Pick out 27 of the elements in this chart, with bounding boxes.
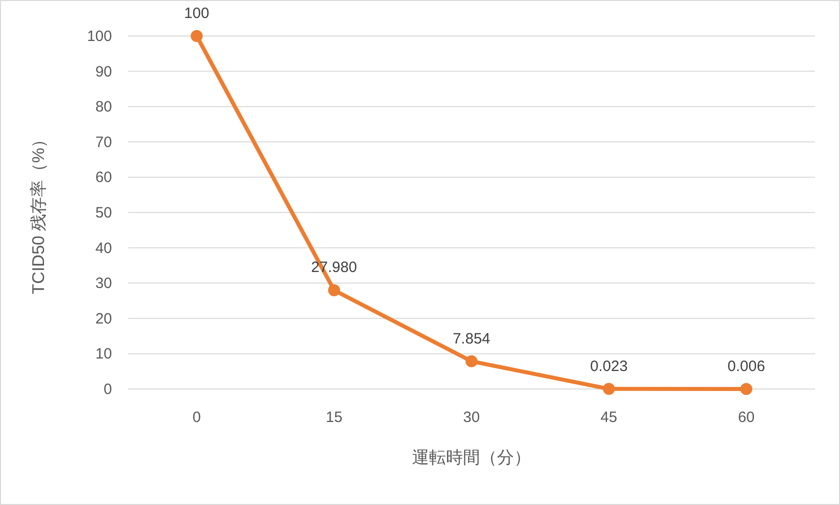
point: [602, 382, 615, 395]
y-tick-label: 10: [95, 346, 112, 363]
x-tick-label: 15: [326, 409, 342, 426]
y-tick-label: 0: [104, 381, 112, 398]
data-label: 0.023: [590, 358, 628, 375]
y-tick-label: 100: [86, 28, 112, 45]
y-tick-label: 30: [95, 275, 112, 292]
data-label: 100: [184, 5, 210, 22]
x-tick-label: 0: [192, 409, 201, 426]
point: [466, 355, 478, 368]
y-tick-label: 70: [95, 134, 112, 151]
point: [740, 382, 752, 395]
y-tick-label: 20: [95, 310, 112, 328]
y-tick-label: 60: [95, 169, 112, 186]
x-tick-label: 30: [463, 409, 480, 426]
point: [190, 30, 203, 42]
y-tick-label: 50: [95, 204, 112, 222]
y-tick-label: 90: [95, 63, 112, 80]
data-label: 0.006: [728, 358, 766, 375]
x-tick-label: 45: [600, 409, 618, 426]
y-tick-label: 80: [95, 98, 112, 116]
y-axis-title: TCID50 残存率（%）: [29, 130, 48, 294]
x-axis-title: 運転時間（分）: [412, 448, 531, 467]
point: [328, 284, 340, 296]
y-tick-label: 40: [95, 240, 112, 257]
x-tick-label: 60: [738, 409, 755, 426]
data-label: 7.854: [452, 330, 490, 348]
